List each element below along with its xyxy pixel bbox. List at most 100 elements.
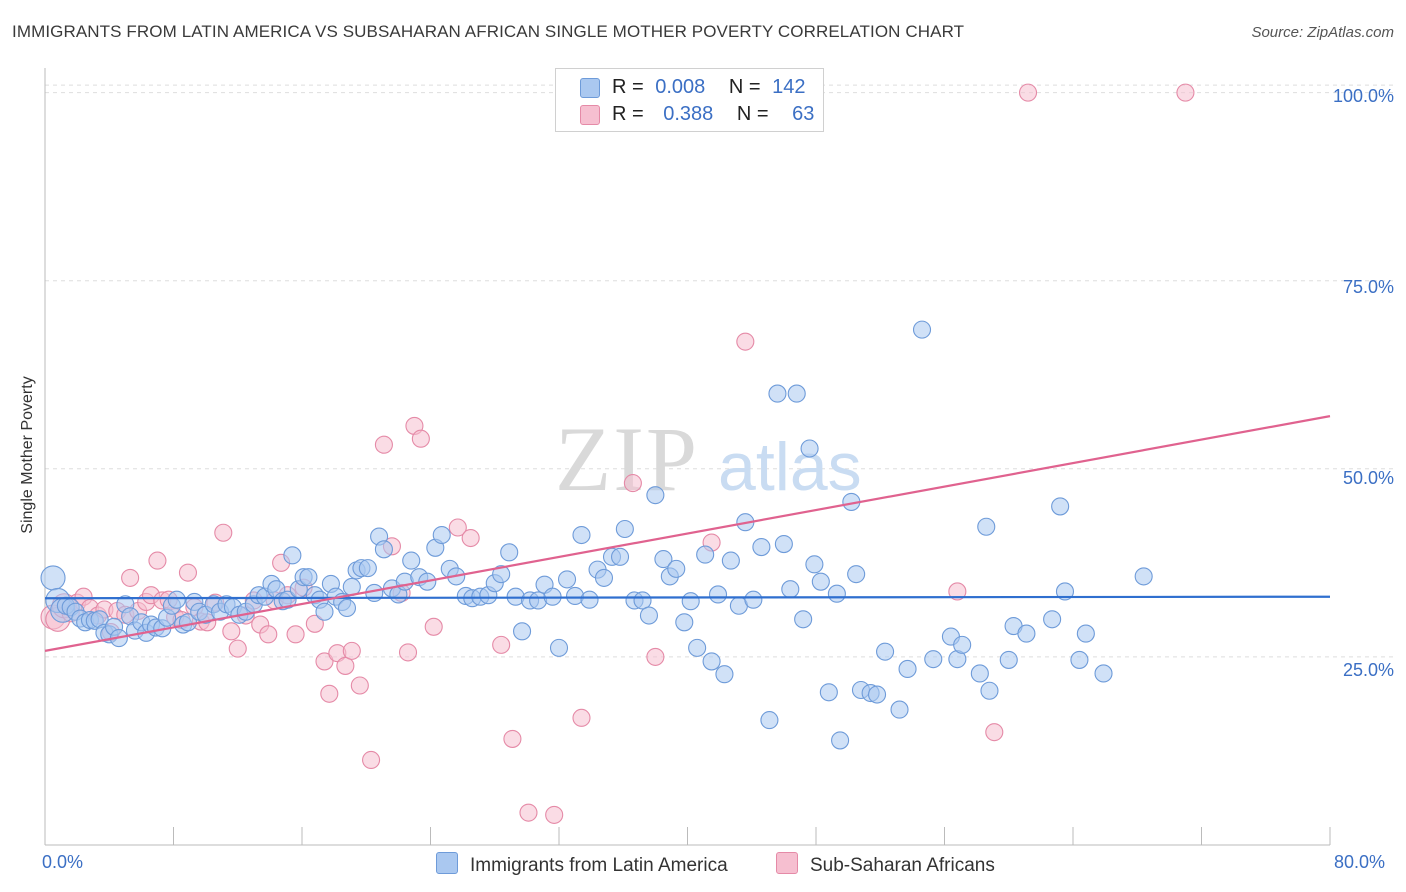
- data-point: [702, 652, 721, 671]
- data-point: [970, 664, 989, 683]
- data-point: [178, 563, 198, 582]
- data-point: [432, 525, 451, 545]
- data-point: [675, 613, 694, 632]
- y-tick-label: 50.0%: [1342, 468, 1394, 488]
- data-point: [736, 332, 755, 351]
- data-point: [721, 551, 740, 570]
- y-axis-label: Single Mother Poverty: [19, 376, 36, 534]
- data-point: [999, 650, 1018, 669]
- series-immigrants-latin-america: [40, 320, 1153, 750]
- legend-swatch-pink: [580, 105, 600, 125]
- data-point: [222, 622, 241, 641]
- n-label: N =: [736, 103, 769, 125]
- data-point: [492, 635, 511, 654]
- data-point: [819, 683, 838, 702]
- data-point: [898, 659, 917, 678]
- data-point: [977, 517, 996, 536]
- data-point: [847, 565, 866, 584]
- data-point: [774, 534, 793, 554]
- data-point: [639, 606, 659, 625]
- r-value: 0.008: [655, 76, 706, 98]
- legend-label: Immigrants from Latin America: [470, 855, 728, 876]
- data-point: [402, 551, 421, 570]
- data-point: [374, 540, 393, 559]
- data-point: [752, 538, 771, 557]
- data-point: [148, 551, 167, 570]
- trend-line: [44, 595, 1331, 600]
- data-point: [424, 617, 443, 636]
- data-point: [1018, 83, 1038, 102]
- data-point: [572, 708, 591, 727]
- data-point: [646, 486, 665, 505]
- chart-title: IMMIGRANTS FROM LATIN AMERICA VS SUBSAHA…: [12, 22, 965, 41]
- n-value: 142: [772, 76, 806, 98]
- data-point: [492, 565, 511, 584]
- data-point: [358, 559, 377, 578]
- data-point: [299, 568, 318, 587]
- source-label: Source: ZipAtlas.com: [1251, 24, 1394, 41]
- data-point: [667, 559, 686, 578]
- r-value: 0.388: [663, 103, 714, 125]
- legend-item-latin-america: Immigrants from Latin America: [436, 852, 728, 877]
- data-point: [398, 643, 418, 662]
- data-point: [214, 523, 233, 542]
- data-point: [985, 723, 1004, 742]
- data-point: [805, 555, 824, 574]
- watermark: ZIP atlas: [555, 408, 862, 510]
- data-point: [121, 568, 140, 587]
- data-point: [876, 642, 895, 661]
- data-point: [500, 543, 519, 562]
- data-point: [646, 647, 665, 666]
- data-point: [278, 590, 297, 609]
- data-point: [953, 635, 972, 654]
- r-label: R =: [612, 76, 644, 98]
- series-legend: Immigrants from Latin America Sub-Sahara…: [0, 852, 1406, 878]
- data-point: [980, 681, 999, 700]
- data-point: [890, 700, 909, 719]
- data-point: [305, 614, 324, 633]
- data-point: [744, 590, 763, 609]
- data-point: [654, 550, 673, 569]
- legend-label: Sub-Saharan Africans: [810, 855, 995, 876]
- legend-swatch-pink: [776, 852, 798, 874]
- data-point: [1176, 83, 1195, 102]
- y-tick-label: 100.0%: [1332, 86, 1394, 106]
- data-point: [315, 652, 334, 671]
- data-point: [768, 384, 787, 403]
- legend-swatch-blue: [580, 78, 600, 98]
- data-point: [228, 639, 247, 658]
- data-point: [286, 625, 305, 644]
- data-point: [1017, 624, 1036, 643]
- data-point: [800, 439, 819, 458]
- data-point: [831, 731, 850, 750]
- data-point: [461, 528, 480, 548]
- grid-lines: [45, 84, 1395, 658]
- data-point: [827, 584, 846, 603]
- watermark-atlas: atlas: [718, 429, 862, 505]
- data-point: [259, 625, 278, 644]
- data-point: [336, 656, 355, 675]
- data-point: [549, 638, 569, 657]
- data-point: [760, 711, 779, 730]
- data-point: [40, 565, 66, 591]
- data-point: [787, 384, 806, 403]
- data-point: [411, 429, 430, 448]
- legend-item-sub-saharan: Sub-Saharan Africans: [776, 852, 995, 877]
- data-point: [283, 546, 302, 565]
- data-point: [580, 590, 599, 609]
- watermark-zip: ZIP: [555, 408, 699, 510]
- trend-line: [44, 415, 1331, 652]
- data-point: [594, 568, 614, 587]
- trend-lines: [44, 415, 1331, 652]
- legend-swatch-blue: [436, 852, 458, 874]
- data-point: [557, 570, 577, 589]
- data-point: [362, 750, 381, 770]
- data-point: [337, 598, 357, 618]
- data-point: [948, 582, 967, 601]
- n-value: 63: [792, 103, 815, 125]
- data-point: [681, 592, 700, 611]
- data-point: [1094, 664, 1113, 683]
- r-label: R =: [612, 103, 644, 125]
- data-point: [315, 602, 334, 621]
